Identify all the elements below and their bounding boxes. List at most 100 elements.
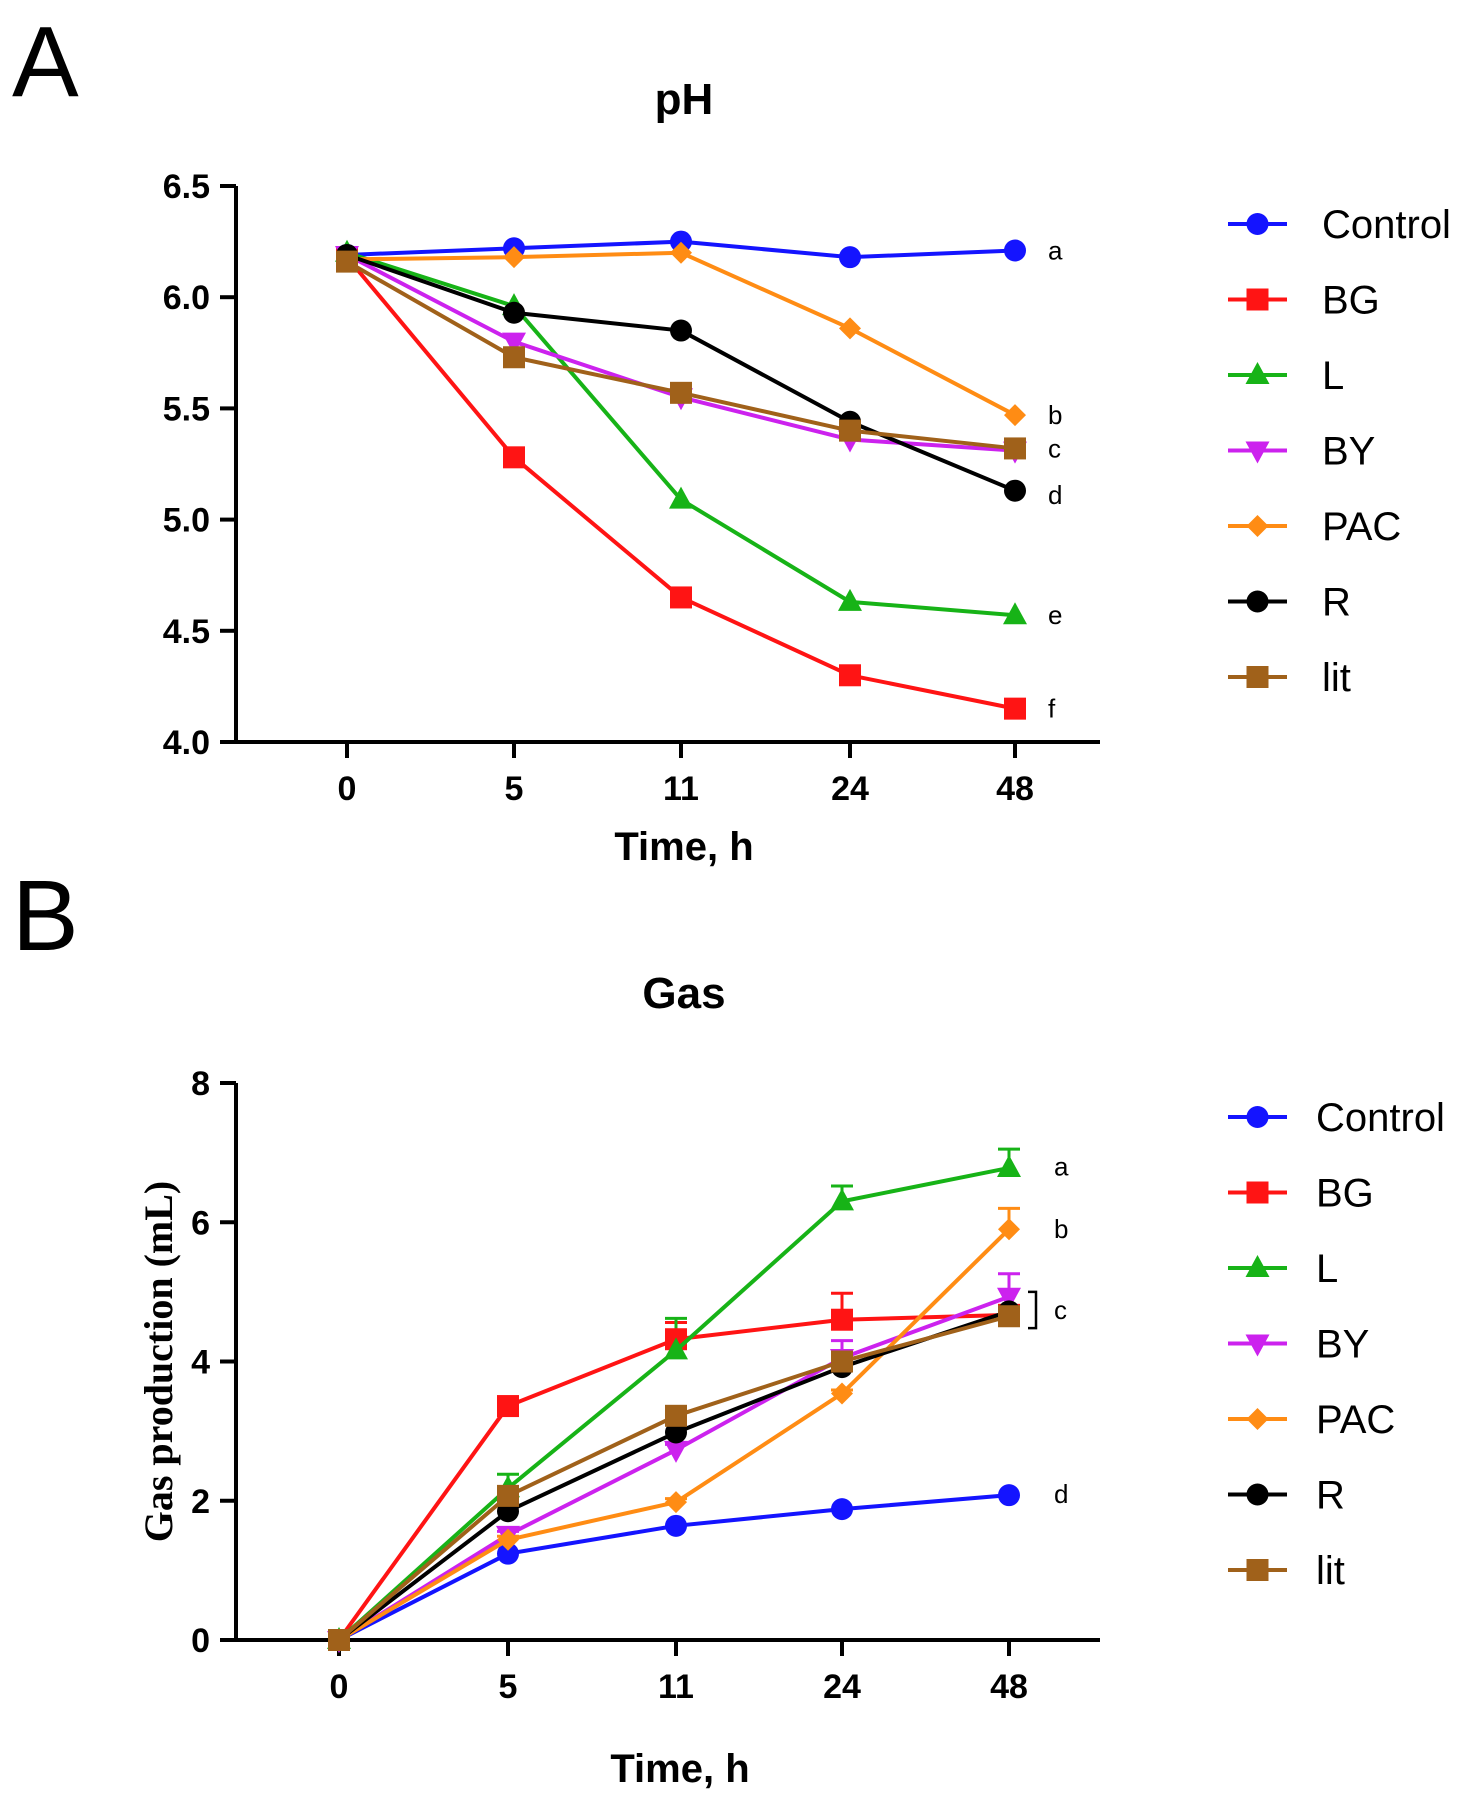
significance-letter: d xyxy=(1048,480,1062,510)
data-point-control xyxy=(670,230,692,253)
legend-marker xyxy=(1245,441,1270,464)
panel-b-label: B xyxy=(12,860,79,972)
significance-letter: a xyxy=(1048,235,1063,265)
data-point-by xyxy=(502,332,526,355)
data-point-r xyxy=(665,1421,687,1444)
data-point-l xyxy=(838,588,862,611)
data-point-pac xyxy=(497,1528,519,1551)
ph-chart: pH 4.0 4.5 5.0 5.5 6.0 6.5 0 5 11 24 48 Time, h a bcd e… xyxy=(163,75,1451,869)
data-point-control xyxy=(831,1498,853,1521)
data-point-pac xyxy=(1004,404,1026,427)
data-point-lit xyxy=(831,1350,853,1373)
legend-label-bg: BG xyxy=(1316,1172,1374,1216)
x-tick-label: 5 xyxy=(499,1668,518,1706)
x-axis-label: Time, h xyxy=(614,825,753,869)
chart-title: Gas xyxy=(642,969,725,1018)
data-point-lit xyxy=(839,419,861,442)
legend-marker xyxy=(1246,1106,1269,1128)
significance-letter: c xyxy=(1048,433,1061,463)
data-point-bg xyxy=(670,586,692,609)
data-point-by xyxy=(997,1287,1021,1310)
data-point-bg xyxy=(503,446,525,469)
x-tick-label: 48 xyxy=(996,770,1034,808)
data-point-l xyxy=(997,1154,1021,1177)
legend-marker xyxy=(1246,288,1269,311)
legend-marker xyxy=(1246,1483,1269,1506)
legend-label-bg: BG xyxy=(1322,279,1380,323)
data-point-lit xyxy=(497,1484,519,1507)
significance-letter: a xyxy=(1054,1152,1069,1182)
x-tick-label: 24 xyxy=(823,1668,861,1706)
data-point-l xyxy=(830,1188,854,1211)
y-tick-label: 4 xyxy=(191,1344,210,1382)
data-point-lit xyxy=(328,1629,350,1651)
legend-label-lit: lit xyxy=(1322,656,1351,700)
data-point-pac xyxy=(998,1218,1020,1241)
data-point-pac xyxy=(665,1491,687,1514)
data-point-by xyxy=(664,1440,688,1463)
x-tick-label: 11 xyxy=(663,770,699,808)
legend-marker xyxy=(1245,1334,1270,1357)
legend-label-r: R xyxy=(1316,1474,1345,1518)
legend-marker xyxy=(1246,1408,1269,1430)
y-tick-label: 6.0 xyxy=(163,279,210,317)
data-point-lit xyxy=(998,1305,1020,1328)
legend-label-control: Control xyxy=(1322,203,1451,247)
legend-marker xyxy=(1246,1181,1269,1204)
legend-marker xyxy=(1246,515,1269,537)
significance-letter: d xyxy=(1054,1479,1068,1509)
data-point-lit xyxy=(1004,437,1026,460)
series-line-bg xyxy=(337,1312,1010,1642)
data-point-control xyxy=(839,246,861,269)
data-point-lit xyxy=(665,1404,687,1427)
y-tick-label: 2 xyxy=(191,1483,210,1521)
legend-label-by: BY xyxy=(1322,430,1375,474)
series-line-l xyxy=(337,1165,1010,1642)
data-point-r xyxy=(1004,479,1026,502)
legend-label-pac: PAC xyxy=(1322,505,1401,549)
legend-marker xyxy=(1246,213,1269,235)
legend-marker xyxy=(1245,1255,1270,1277)
legend-marker xyxy=(1245,362,1270,384)
significance-letter: c xyxy=(1054,1295,1067,1325)
legend-label-pac: PAC xyxy=(1316,1398,1395,1442)
legend-label-r: R xyxy=(1322,581,1351,625)
significance-letter: b xyxy=(1054,1214,1068,1244)
x-axis-label: Time, h xyxy=(610,1747,749,1791)
legend-label-l: L xyxy=(1322,354,1344,398)
data-point-bg xyxy=(497,1395,519,1418)
data-point-bg xyxy=(831,1308,853,1331)
data-point-pac xyxy=(839,317,861,340)
y-tick-label: 6.5 xyxy=(163,168,210,206)
data-point-l xyxy=(664,1337,688,1360)
y-tick-label: 5.0 xyxy=(163,502,210,540)
data-point-l xyxy=(1003,602,1027,625)
legend-label-control: Control xyxy=(1316,1096,1445,1140)
x-tick-label: 24 xyxy=(831,770,869,808)
data-point-lit xyxy=(336,250,358,273)
data-point-l xyxy=(669,486,693,509)
data-point-control xyxy=(998,1484,1020,1507)
legend-marker xyxy=(1246,590,1269,613)
significance-letter: e xyxy=(1048,600,1062,630)
data-point-lit xyxy=(503,346,525,369)
data-point-control xyxy=(497,1542,519,1565)
data-point-r xyxy=(503,301,525,324)
x-tick-label: 11 xyxy=(658,1668,694,1706)
data-point-bg xyxy=(1004,697,1026,720)
legend-label-l: L xyxy=(1316,1247,1338,1291)
significance-bracket xyxy=(1028,1290,1038,1330)
y-tick-label: 4.0 xyxy=(163,724,210,762)
legend-label-by: BY xyxy=(1316,1323,1369,1367)
legend-label-lit: lit xyxy=(1316,1549,1345,1593)
x-tick-label: 48 xyxy=(990,1668,1028,1706)
data-point-pac xyxy=(503,246,525,269)
panel-a-label: A xyxy=(12,6,79,118)
y-tick-label: 8 xyxy=(191,1065,210,1103)
data-point-control xyxy=(665,1514,687,1537)
y-tick-label: 5.5 xyxy=(163,390,210,428)
x-tick-label: 0 xyxy=(338,770,357,808)
y-tick-label: 4.5 xyxy=(163,613,210,651)
